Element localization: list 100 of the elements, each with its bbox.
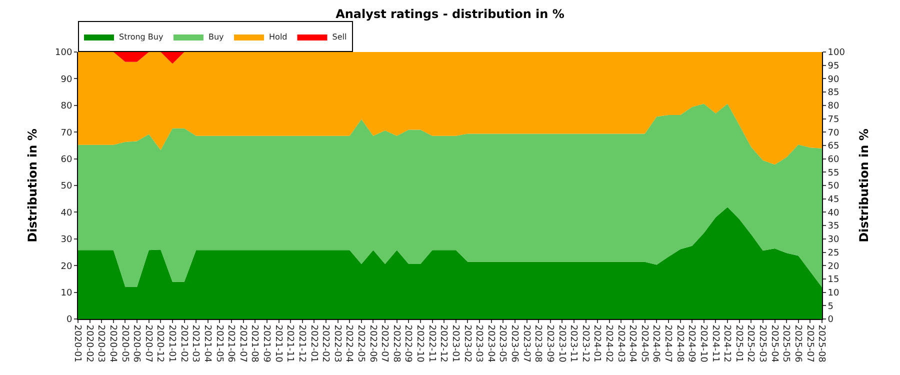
y2-tick-label: 5 bbox=[828, 302, 834, 312]
y2-tick-label: 20 bbox=[828, 262, 840, 272]
x-tick-label: 2022-05 bbox=[356, 324, 366, 362]
y-tick-label: 80 bbox=[60, 102, 72, 112]
x-tick-label: 2021-04 bbox=[202, 324, 212, 363]
x-tick-label: 2021-12 bbox=[296, 324, 306, 362]
y2-tick-label: 60 bbox=[828, 154, 840, 165]
y2-tick-label: 25 bbox=[828, 248, 840, 258]
x-tick-label: 2024-06 bbox=[650, 324, 661, 363]
y2-tick-label: 65 bbox=[828, 142, 840, 152]
x-tick-label: 2020-04 bbox=[108, 324, 118, 363]
y2-tick-label: 45 bbox=[828, 195, 840, 205]
x-tick-label: 2020-06 bbox=[131, 324, 142, 363]
x-tick-label: 2022-02 bbox=[320, 324, 330, 362]
x-tick-label: 2023-07 bbox=[520, 324, 531, 362]
y2-tick-label: 15 bbox=[828, 275, 840, 286]
x-tick-label: 2022-08 bbox=[390, 324, 401, 363]
x-tick-label: 2025-08 bbox=[816, 324, 826, 363]
y2-tick-label: 95 bbox=[828, 62, 840, 72]
x-tick-label: 2020-01 bbox=[72, 324, 82, 362]
x-tick-label: 2024-11 bbox=[710, 324, 720, 362]
x-tick-label: 2025-05 bbox=[780, 324, 791, 362]
x-tick-label: 2023-11 bbox=[568, 324, 578, 362]
x-tick-label: 2025-04 bbox=[768, 324, 779, 363]
y2-tick-label: 70 bbox=[828, 128, 840, 138]
x-tick-label: 2023-08 bbox=[532, 324, 543, 363]
y-tick-label: 70 bbox=[60, 128, 72, 138]
y2-tick-label: 40 bbox=[828, 208, 840, 218]
x-tick-label: 2024-05 bbox=[638, 324, 649, 362]
x-tick-label: 2025-01 bbox=[733, 324, 744, 362]
y2-tick-label: 55 bbox=[828, 168, 840, 178]
y2-tick-label: 90 bbox=[828, 74, 840, 85]
x-tick-label: 2022-07 bbox=[379, 324, 390, 362]
x-tick-label: 2023-02 bbox=[462, 324, 472, 362]
y2-tick-label: 100 bbox=[828, 48, 846, 58]
y-tick-label: 30 bbox=[60, 235, 72, 246]
x-tick-label: 2024-03 bbox=[615, 324, 626, 362]
x-tick-label: 2022-06 bbox=[367, 324, 378, 363]
x-tick-label: 2023-09 bbox=[544, 324, 554, 363]
x-tick-label: 2021-03 bbox=[190, 324, 200, 362]
x-tick-label: 2020-05 bbox=[119, 324, 130, 362]
x-tick-label: 2025-07 bbox=[804, 324, 814, 362]
legend-label: Hold bbox=[269, 32, 288, 42]
x-tick-label: 2021-08 bbox=[249, 324, 260, 363]
x-tick-label: 2023-01 bbox=[450, 324, 460, 362]
x-tick-label: 2021-10 bbox=[272, 324, 283, 363]
x-tick-label: 2020-12 bbox=[154, 324, 165, 362]
y2-tick-label: 85 bbox=[828, 88, 840, 98]
legend-label: Strong Buy bbox=[119, 32, 164, 42]
x-tick-label: 2024-01 bbox=[592, 324, 602, 362]
y2-tick-label: 30 bbox=[828, 235, 840, 246]
y2-axis-title: Distribution in % bbox=[857, 128, 872, 242]
x-tick-label: 2020-02 bbox=[84, 324, 94, 362]
x-tick-label: 2022-09 bbox=[402, 324, 413, 363]
x-tick-label: 2023-10 bbox=[556, 324, 566, 363]
x-tick-label: 2021-01 bbox=[166, 324, 177, 362]
x-tick-label: 2024-08 bbox=[674, 324, 684, 363]
y-tick-label: 20 bbox=[60, 262, 72, 272]
x-tick-label: 2024-09 bbox=[686, 324, 696, 363]
x-tick-label: 2022-11 bbox=[426, 324, 436, 362]
y-tick-label: 90 bbox=[60, 74, 72, 85]
y-tick-label: 50 bbox=[60, 182, 72, 192]
x-tick-label: 2025-03 bbox=[757, 324, 768, 362]
x-tick-label: 2021-07 bbox=[237, 324, 248, 362]
y2-tick-label: 0 bbox=[828, 315, 834, 326]
y-tick-label: 60 bbox=[60, 154, 72, 165]
x-tick-label: 2021-11 bbox=[284, 324, 295, 362]
chart-title: Analyst ratings - distribution in % bbox=[336, 6, 564, 21]
y2-tick-label: 10 bbox=[828, 288, 840, 298]
x-tick-label: 2023-12 bbox=[580, 324, 590, 362]
x-tick-label: 2021-06 bbox=[226, 324, 236, 363]
y2-tick-label: 80 bbox=[828, 102, 840, 112]
x-tick-label: 2021-09 bbox=[261, 324, 272, 363]
x-tick-label: 2021-05 bbox=[214, 324, 224, 362]
x-tick-label: 2024-12 bbox=[722, 324, 732, 362]
x-tick-label: 2023-05 bbox=[497, 324, 508, 362]
y2-tick-label: 35 bbox=[828, 222, 840, 232]
legend-label: Sell bbox=[332, 32, 347, 42]
x-tick-label: 2023-06 bbox=[509, 324, 520, 363]
x-tick-label: 2023-03 bbox=[474, 324, 484, 362]
x-tick-label: 2024-07 bbox=[662, 324, 673, 362]
x-tick-label: 2022-01 bbox=[308, 324, 318, 362]
x-tick-label: 2022-04 bbox=[344, 324, 354, 363]
x-tick-label: 2025-06 bbox=[792, 324, 802, 363]
x-tick-label: 2025-02 bbox=[745, 324, 756, 362]
x-tick-label: 2020-03 bbox=[96, 324, 106, 362]
x-tick-label: 2023-04 bbox=[485, 324, 496, 363]
x-tick-label: 2024-04 bbox=[627, 324, 638, 363]
x-tick-label: 2020-07 bbox=[142, 324, 153, 362]
x-tick-label: 2024-02 bbox=[604, 324, 614, 362]
y-axis-title: Distribution in % bbox=[25, 128, 40, 242]
x-tick-label: 2021-02 bbox=[178, 324, 188, 362]
y2-tick-label: 50 bbox=[828, 182, 840, 192]
y-tick-label: 40 bbox=[60, 208, 72, 218]
y-tick-label: 0 bbox=[66, 315, 72, 326]
legend-label: Buy bbox=[208, 32, 224, 42]
y-tick-label: 10 bbox=[60, 288, 72, 298]
y-tick-label: 100 bbox=[55, 48, 72, 58]
x-tick-label: 2024-10 bbox=[698, 324, 708, 363]
x-tick-label: 2022-10 bbox=[414, 324, 425, 363]
